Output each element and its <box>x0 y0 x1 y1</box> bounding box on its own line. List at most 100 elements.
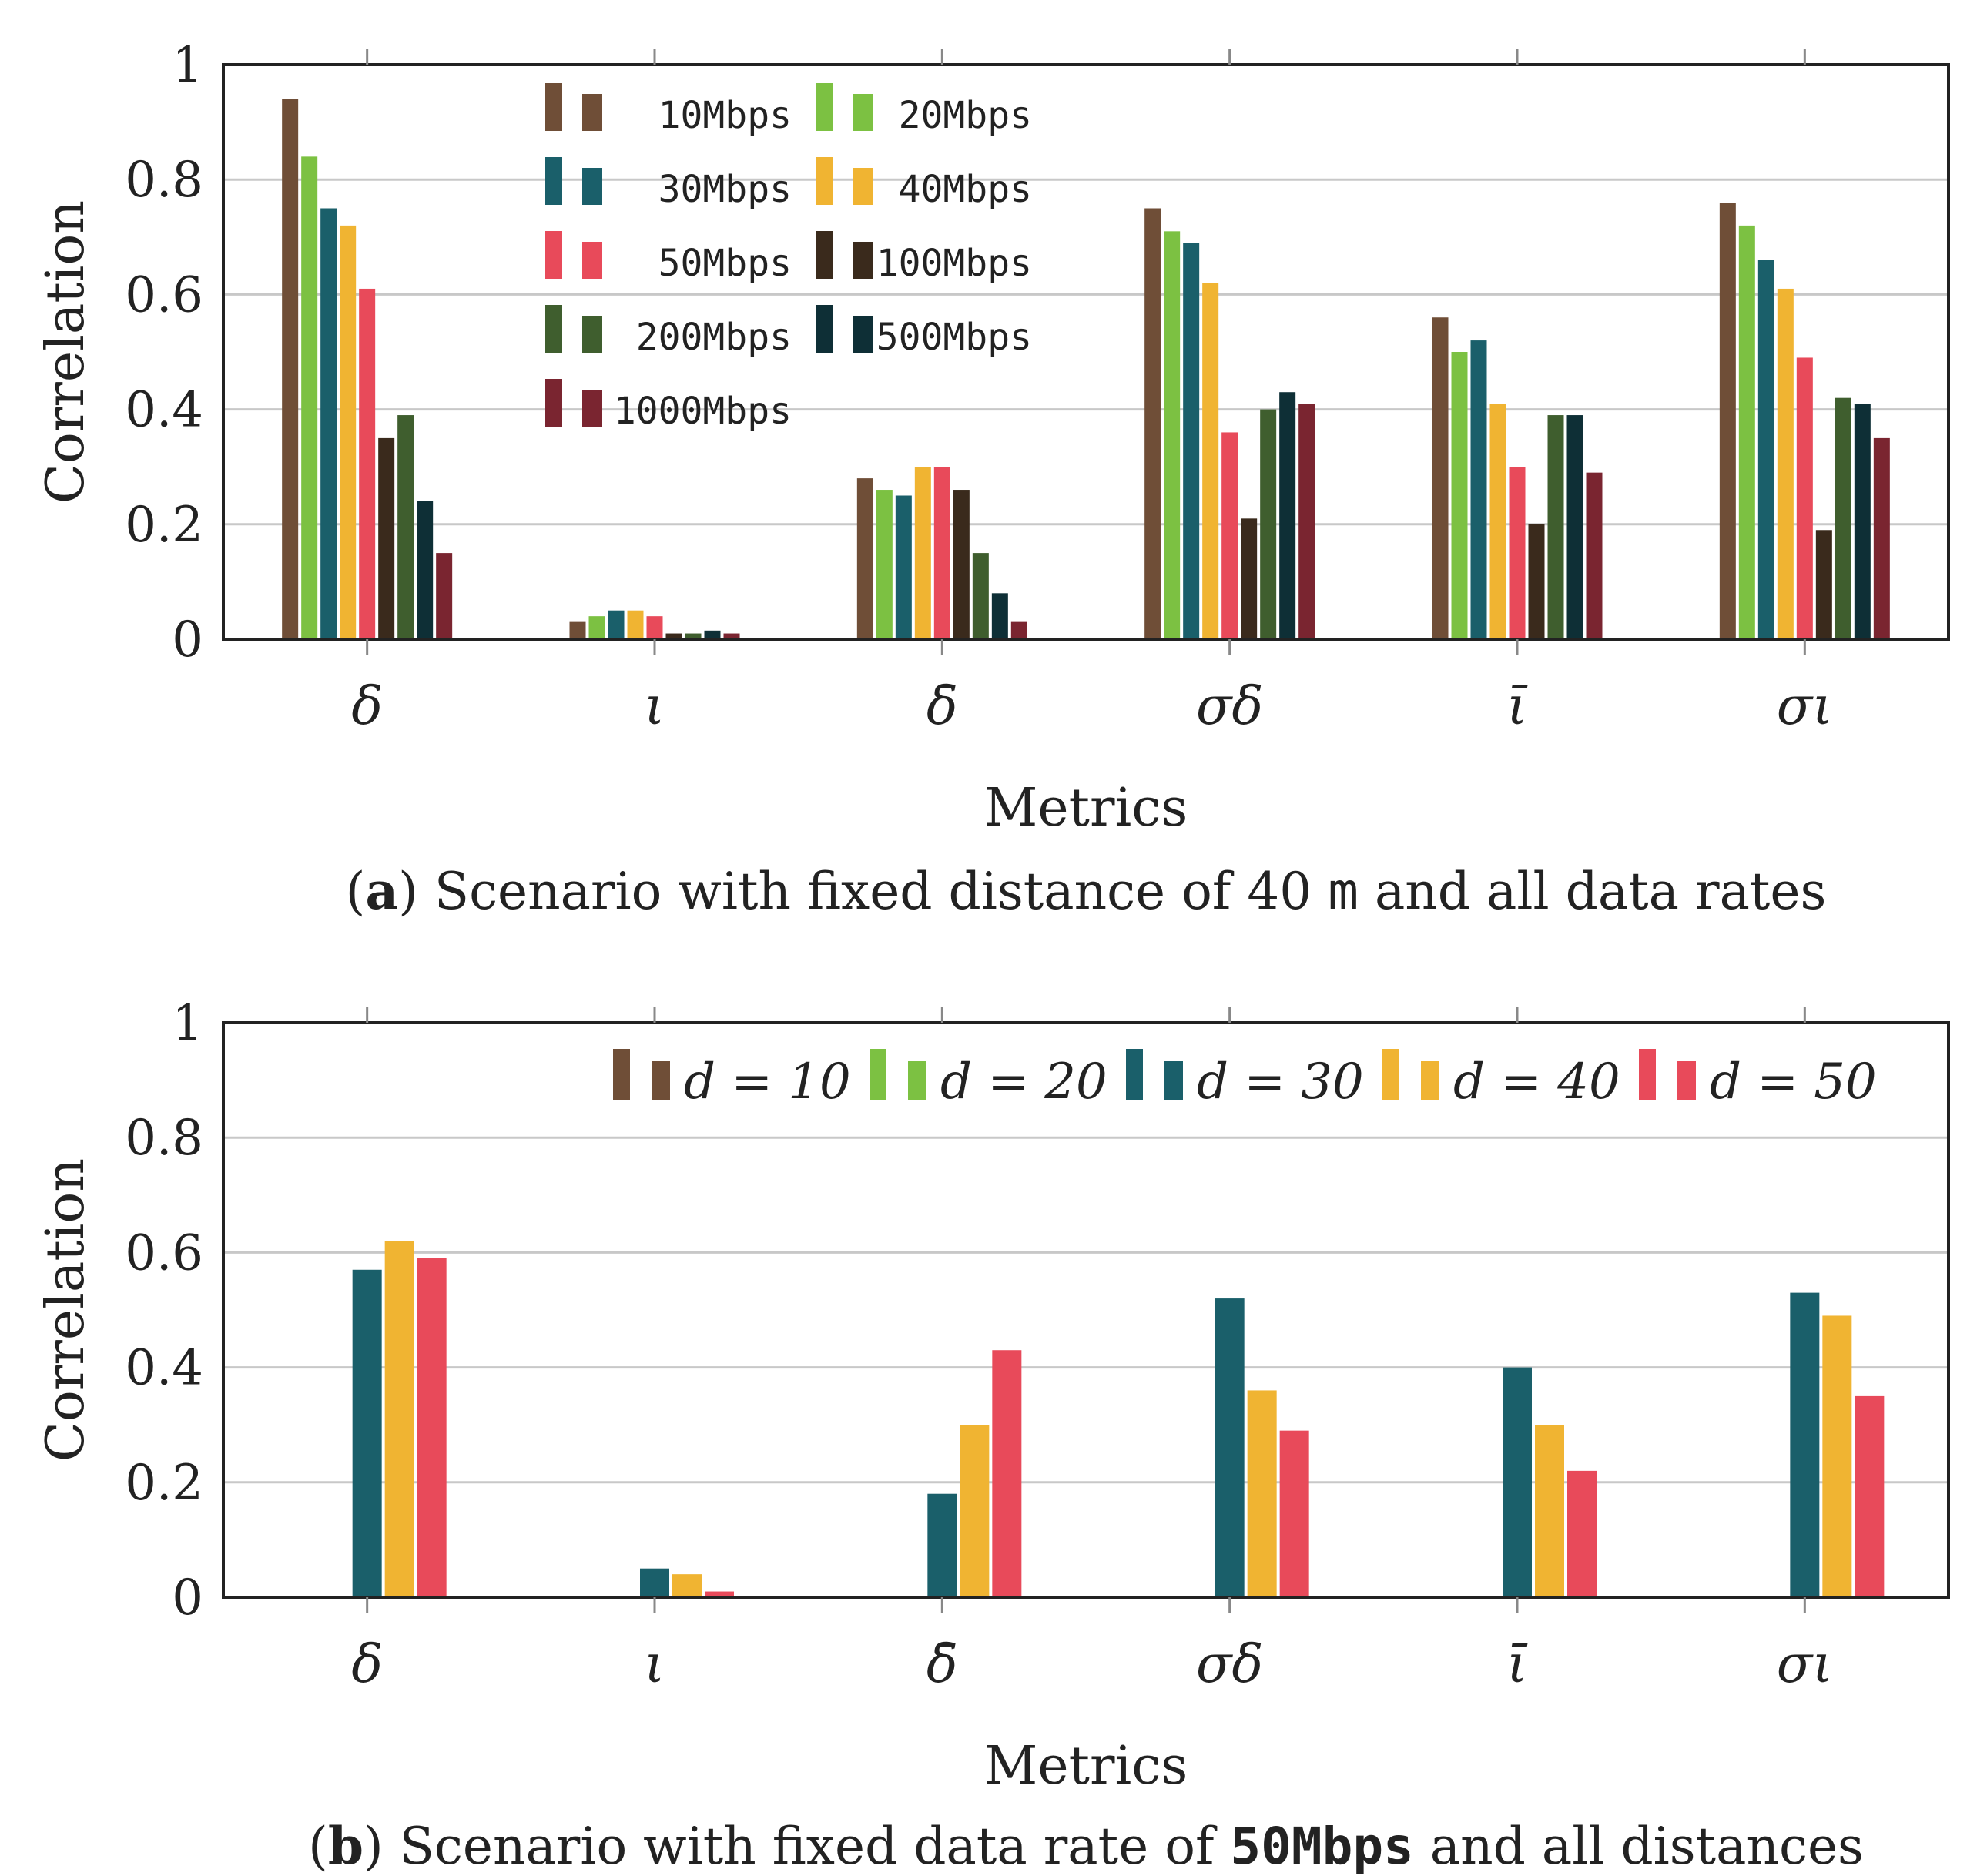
legend-label: 200Mbps <box>636 316 792 359</box>
bar <box>417 1258 447 1597</box>
legend-label: 40Mbps <box>899 168 1032 211</box>
legend-label: 30Mbps <box>658 168 792 211</box>
x-axis-label: Metrics <box>984 778 1188 839</box>
legend-swatch <box>853 316 873 353</box>
chart-a: 0 0.2 0.4 0.6 0.8 1 δ ι δ̄ σδ ῑ σι Correlation Met… <box>35 37 1950 921</box>
bar <box>569 621 586 639</box>
x-tick-label: σδ <box>1196 676 1263 737</box>
caption-text: Scenario with fixed distance of 40 <box>434 862 1312 921</box>
bar <box>417 501 434 639</box>
bar <box>665 633 682 639</box>
x-tick-label: σδ <box>1196 1634 1263 1695</box>
legend-swatch <box>545 83 562 131</box>
bar <box>1010 621 1027 639</box>
bar <box>927 1493 957 1597</box>
bar <box>1796 357 1813 639</box>
legend-swatch <box>545 305 562 353</box>
legend-label: 500Mbps <box>876 316 1032 359</box>
legend-label: d = 20 <box>940 1054 1107 1111</box>
bar <box>1873 437 1890 639</box>
bar <box>914 467 931 639</box>
legend-label: 100Mbps <box>876 242 1032 285</box>
bar <box>1509 467 1526 639</box>
caption: (a) Scenario with fixed distance of 40 m… <box>346 861 1827 921</box>
x-tick-label: δ̄ <box>926 1634 958 1695</box>
plot-frame <box>222 1021 1950 1599</box>
legend-swatch <box>1164 1061 1183 1100</box>
legend-swatch <box>816 83 833 131</box>
bar <box>856 478 873 639</box>
y-tick-label: 0.8 <box>125 152 203 209</box>
bar <box>1221 432 1238 639</box>
bar <box>1470 340 1487 639</box>
legend-label: d = 40 <box>1453 1054 1620 1111</box>
bar <box>1451 352 1468 639</box>
legend-label: d = 50 <box>1710 1054 1877 1111</box>
caption-unit: 50Mbps <box>1230 1817 1413 1876</box>
bar <box>1815 530 1832 639</box>
legend-swatch <box>582 390 602 427</box>
legend-swatch <box>582 242 602 279</box>
bar <box>1503 1367 1532 1597</box>
y-tick-label: 0.2 <box>125 497 203 554</box>
bar <box>953 490 970 639</box>
legend-swatch <box>816 157 833 205</box>
legend-swatch <box>1126 1049 1143 1100</box>
legend-swatch <box>853 94 873 131</box>
y-tick-label: 0.4 <box>125 1340 203 1397</box>
legend-swatch <box>908 1061 926 1100</box>
bar <box>1279 1430 1309 1597</box>
bar <box>704 630 721 639</box>
y-tick-label: 0.6 <box>125 266 203 323</box>
legend-swatch <box>1677 1061 1696 1100</box>
caption: (b) Scenario with fixed data rate of 50M… <box>308 1816 1864 1876</box>
x-tick-label: ῑ <box>1507 676 1529 737</box>
legend-swatch <box>816 305 833 353</box>
bar <box>608 610 625 639</box>
y-tick-label: 1 <box>172 995 203 1052</box>
bar <box>972 553 989 639</box>
bar <box>646 616 663 639</box>
legend-swatch <box>613 1049 630 1100</box>
bar <box>588 616 605 639</box>
bar <box>1738 225 1755 639</box>
legend-swatch <box>853 168 873 205</box>
bar <box>1241 518 1258 639</box>
bar <box>723 633 740 639</box>
bar <box>1855 1395 1885 1597</box>
legend-swatch <box>1639 1049 1656 1100</box>
bar <box>378 437 395 639</box>
bar <box>1260 409 1277 639</box>
legend-label: 50Mbps <box>658 242 792 285</box>
bar <box>1586 472 1603 639</box>
bar <box>672 1574 702 1597</box>
legend-swatch <box>1382 1049 1399 1100</box>
bar <box>282 99 299 639</box>
bar <box>1432 317 1449 639</box>
legend-label: 1000Mbps <box>614 390 792 433</box>
caption-tail: and all distances <box>1430 1817 1864 1876</box>
bar <box>1547 415 1564 639</box>
bar <box>1566 415 1583 639</box>
bar <box>320 208 337 639</box>
bar <box>340 225 357 639</box>
x-tick-label: δ̄ <box>926 676 958 737</box>
legend-swatch <box>582 168 602 205</box>
caption-label: b <box>328 1816 364 1876</box>
bar <box>1215 1298 1245 1597</box>
caption-label: a <box>365 861 398 921</box>
bar <box>1854 404 1871 639</box>
y-tick-label: 0 <box>172 611 203 668</box>
bar <box>352 1269 382 1597</box>
x-tick-label: ι <box>645 1634 665 1695</box>
bar <box>1144 208 1161 639</box>
bar <box>1279 392 1296 639</box>
bar <box>1822 1315 1852 1597</box>
chart-b: 0 0.2 0.4 0.6 0.8 1 δ ι δ̄ σδ ῑ σι Correlation Met… <box>35 995 1950 1876</box>
bar <box>1164 231 1181 640</box>
bar <box>1202 283 1219 639</box>
bar <box>1247 1390 1277 1597</box>
bar <box>1528 524 1545 639</box>
y-tick-label: 0.8 <box>125 1110 203 1167</box>
plot-frame <box>222 63 1950 641</box>
